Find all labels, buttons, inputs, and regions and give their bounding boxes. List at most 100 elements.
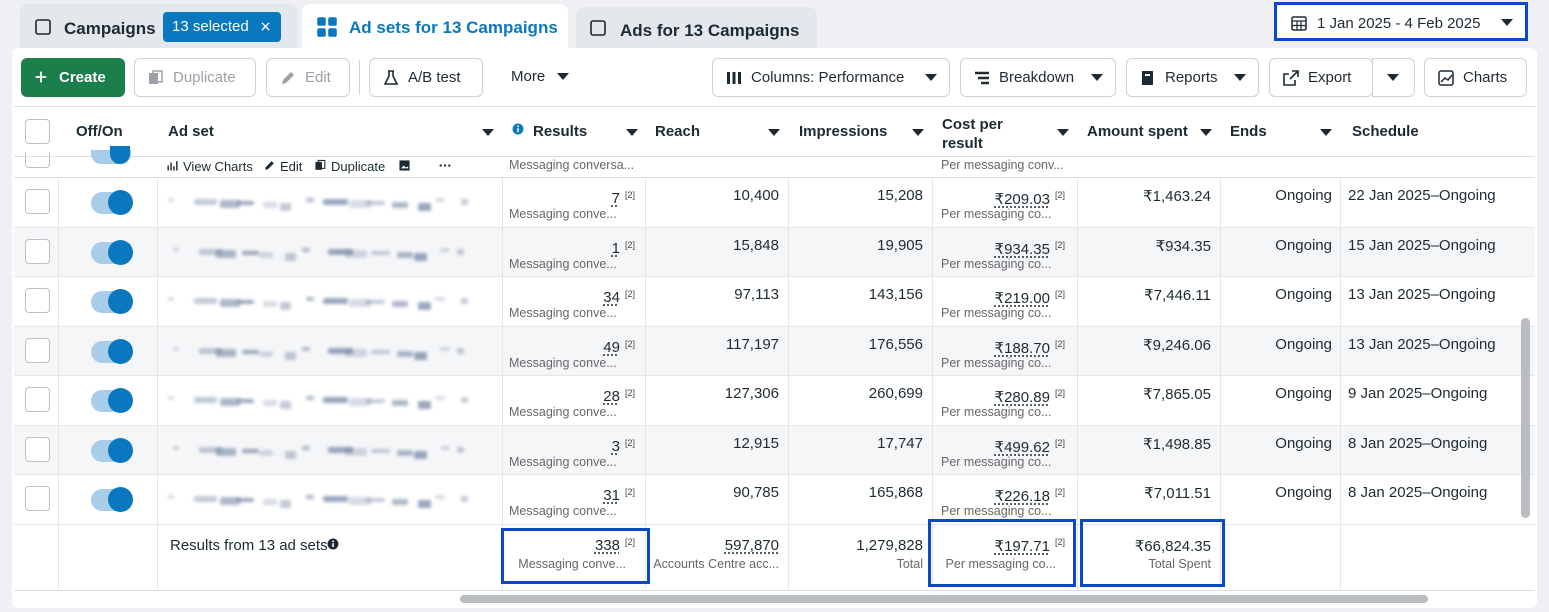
value: 28 xyxy=(603,388,620,405)
tab-icon xyxy=(589,19,607,37)
column-divider xyxy=(1340,524,1341,590)
checkbox[interactable] xyxy=(25,486,50,511)
create-button[interactable]: Create xyxy=(21,58,125,97)
column-divider xyxy=(58,277,59,326)
clear-icon-svg xyxy=(261,22,270,31)
column-divider xyxy=(58,178,59,227)
charts-button-label: Charts xyxy=(1463,69,1508,86)
checkbox[interactable] xyxy=(25,189,50,214)
column-header[interactable]: Schedule xyxy=(1352,123,1419,140)
column-divider xyxy=(932,425,933,474)
blurred-name xyxy=(168,297,174,301)
footnote: [2] xyxy=(1054,289,1065,299)
cost-label: Per messaging conv... xyxy=(941,158,1064,172)
amount-spent: ₹1,498.85 xyxy=(1143,435,1211,453)
columns-button[interactable]: Columns: Performance xyxy=(712,58,950,97)
column-divider xyxy=(932,277,933,326)
blurred-name xyxy=(323,199,348,205)
footnote: [2] xyxy=(624,289,635,299)
results-label: Messaging conve... xyxy=(509,306,617,320)
columns-button-label: Columns: Performance xyxy=(751,69,905,86)
blurred-name xyxy=(172,247,179,252)
reports-button[interactable]: Reports xyxy=(1126,58,1259,97)
value-wrap: ₹499.62 [2] xyxy=(995,438,1065,456)
column-header[interactable]: Impressions xyxy=(799,123,888,140)
header-checkbox[interactable] xyxy=(25,119,50,144)
export-dropdown[interactable] xyxy=(1372,58,1415,97)
column-divider xyxy=(502,326,503,375)
column-header[interactable]: Results xyxy=(533,123,588,140)
blurred-name xyxy=(258,251,273,258)
checkbox[interactable] xyxy=(25,288,50,313)
tab-active[interactable]: Ad sets for 13 Campaigns xyxy=(302,4,568,50)
table-row: 31 [2] Messaging conve... 90,785 165,868 ₹226… xyxy=(14,475,1535,525)
column-divider xyxy=(645,524,646,590)
checkbox[interactable] xyxy=(25,387,50,412)
blurred-name xyxy=(194,298,217,304)
more-button[interactable]: More xyxy=(497,58,583,97)
impressions: 15,208 xyxy=(877,187,923,204)
column-header[interactable]: Amount spent xyxy=(1087,123,1188,140)
row-action[interactable]: View Charts xyxy=(183,159,253,174)
edit-button-icon xyxy=(279,69,297,87)
value: ₹219.00 xyxy=(994,290,1050,307)
date-picker[interactable]: 1 Jan 2025 - 4 Feb 2025 xyxy=(1274,2,1528,41)
blurred-name xyxy=(392,400,408,406)
blurred-name xyxy=(194,496,217,502)
blurred-name xyxy=(241,250,259,255)
column-header[interactable]: Cost per result xyxy=(942,116,1003,152)
edit-button[interactable]: Edit xyxy=(266,58,350,97)
column-divider xyxy=(645,178,646,227)
row-action[interactable]: Duplicate xyxy=(331,159,386,174)
export-button[interactable]: Export xyxy=(1269,58,1373,97)
checkbox[interactable] xyxy=(25,436,50,462)
row-action[interactable]: Edit xyxy=(280,159,303,174)
blurred-name xyxy=(280,500,291,508)
tab-icon xyxy=(34,18,52,36)
blurred-name xyxy=(396,350,413,357)
column-header[interactable]: Off/On xyxy=(76,123,123,140)
value-wrap: 49 [2] xyxy=(603,339,635,356)
results-label: Messaging conve... xyxy=(509,355,617,370)
footnote: [2] xyxy=(624,338,635,349)
duplicate-icon-svg xyxy=(315,159,326,170)
blurred-name xyxy=(366,498,385,502)
tab[interactable]: Campaigns 13 selected xyxy=(20,4,297,48)
more-button-label: More xyxy=(511,68,546,85)
column-divider xyxy=(157,425,158,474)
blurred-name xyxy=(241,349,259,354)
blurred-name xyxy=(370,448,390,453)
blurred-name xyxy=(349,398,371,406)
table-row: 34 [2] Messaging conve... 97,113 143,156 ₹219… xyxy=(14,277,1535,327)
blurred-name xyxy=(220,398,240,406)
selected-badge[interactable]: 13 selected xyxy=(163,12,281,42)
charts-button[interactable]: Charts xyxy=(1424,58,1527,97)
column-header[interactable]: Reach xyxy=(655,123,701,140)
ab-test-button[interactable]: A/B test xyxy=(369,58,483,97)
duplicate-button[interactable]: Duplicate xyxy=(134,58,256,97)
column-divider xyxy=(1340,376,1341,425)
checkbox[interactable] xyxy=(25,238,50,264)
blurred-name xyxy=(461,496,468,502)
reports-button-icon-svg xyxy=(1142,71,1153,85)
breakdown-button[interactable]: Breakdown xyxy=(960,58,1116,97)
column-divider xyxy=(1220,326,1221,375)
blurred-name xyxy=(439,445,450,450)
column-header[interactable]: Ends xyxy=(1230,123,1267,140)
blurred-name xyxy=(396,251,413,258)
blurred-name xyxy=(215,249,236,258)
value-wrap: ₹188.70 [2] xyxy=(995,339,1065,357)
reports-button-label: Reports xyxy=(1165,69,1218,86)
edit-button-icon-svg xyxy=(282,72,294,84)
tab[interactable]: Ads for 13 Campaigns xyxy=(576,7,817,49)
reach: 15,848 xyxy=(733,236,779,254)
blurred-name xyxy=(456,347,464,354)
schedule: 13 Jan 2025–Ongoing xyxy=(1348,286,1496,303)
breakdown-button-icon xyxy=(973,69,991,87)
totals-row: Results from 13 ad sets 338 [2] Messaging c… xyxy=(14,524,1535,591)
column-divider xyxy=(1077,227,1078,276)
column-divider xyxy=(788,277,789,326)
checkbox[interactable] xyxy=(25,337,50,363)
blurred-name xyxy=(306,297,314,301)
column-header[interactable]: Ad set xyxy=(168,123,214,140)
